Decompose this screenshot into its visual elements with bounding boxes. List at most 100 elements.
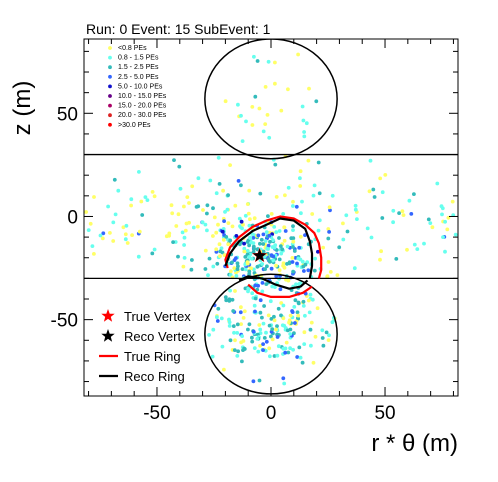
pmt-hit	[294, 282, 298, 287]
pmt-hit	[300, 360, 305, 365]
pmt-hit	[287, 320, 291, 325]
pmt-hit	[320, 336, 325, 340]
pmt-hit	[415, 247, 420, 252]
pmt-hit	[232, 330, 236, 335]
pmt-hit	[341, 237, 346, 242]
pmt-hit	[216, 155, 221, 160]
pmt-hit	[232, 266, 237, 270]
pmt-hit	[291, 236, 296, 241]
pmt-hit	[264, 230, 269, 235]
pmt-hit	[345, 229, 350, 234]
pmt-hit	[439, 204, 444, 209]
pmt-hit	[314, 99, 319, 104]
pmt-hit	[274, 195, 279, 199]
pmt-hit	[310, 212, 315, 216]
pmt-hit	[244, 119, 248, 124]
pmt-hit	[291, 228, 295, 233]
pmt-hit	[241, 339, 246, 343]
pmt-hit	[330, 193, 335, 198]
pmt-hit	[440, 212, 444, 217]
pmt-hit	[303, 233, 307, 238]
pmt-hit	[283, 350, 288, 355]
pmt-hit	[88, 221, 93, 226]
pmt-hit	[101, 231, 106, 236]
pmt-hit	[291, 199, 295, 204]
pmt-hit	[326, 260, 331, 264]
pmt-hit	[231, 309, 236, 313]
pmt-hit	[223, 99, 228, 104]
pmt-hit	[92, 252, 96, 256]
pmt-hit	[269, 334, 273, 339]
pe-legend-label: 10.0 - 15.0 PEs	[118, 93, 167, 100]
pmt-hit	[200, 220, 205, 225]
pmt-hit	[211, 327, 216, 332]
pmt-hit	[253, 309, 257, 314]
pmt-hit	[274, 248, 279, 252]
x-axis-label: r * θ (m)	[371, 430, 458, 457]
pmt-hit	[246, 211, 251, 216]
pmt-hit	[379, 249, 383, 254]
pmt-hit	[222, 367, 226, 372]
pmt-hit	[228, 288, 233, 293]
pmt-hit	[152, 247, 157, 252]
pmt-hit	[123, 237, 128, 242]
pmt-hit	[298, 184, 303, 188]
pmt-hit	[227, 324, 232, 328]
pmt-hit	[287, 260, 292, 265]
pe-legend-label: 1.5 - 2.5 PEs	[118, 64, 159, 71]
pmt-hit	[328, 208, 332, 213]
pmt-hit	[313, 256, 317, 261]
pmt-hit	[443, 219, 447, 224]
pmt-hit	[137, 229, 142, 234]
pmt-hit	[224, 235, 229, 239]
pmt-hit	[301, 304, 306, 308]
chart-title: Run: 0 Event: 15 SubEvent: 1	[86, 21, 271, 37]
pmt-hit	[242, 309, 247, 314]
pmt-hit	[252, 346, 257, 350]
pmt-hit	[219, 246, 224, 251]
pe-legend-marker	[108, 94, 112, 98]
pmt-hit	[291, 204, 295, 208]
pmt-hit	[274, 327, 278, 332]
pmt-hit	[281, 303, 286, 308]
true-ring	[224, 215, 323, 298]
pmt-hit	[302, 342, 307, 346]
pmt-hit	[239, 219, 244, 224]
pmt-hit	[298, 169, 303, 174]
pmt-hit	[252, 216, 257, 221]
pmt-hit	[391, 208, 396, 213]
legend-label: True Ring	[124, 349, 181, 364]
pe-legend-marker	[108, 103, 112, 108]
pmt-hit	[295, 355, 300, 359]
pmt-hit	[296, 52, 300, 57]
pmt-hit	[372, 195, 377, 199]
pmt-hit	[177, 164, 182, 169]
pmt-hit	[293, 321, 297, 325]
pmt-hit	[258, 241, 262, 246]
pmt-hit	[214, 230, 219, 235]
pmt-hit	[279, 301, 284, 305]
pmt-hit	[328, 270, 333, 274]
pmt-hit	[124, 223, 129, 228]
pmt-hit	[275, 335, 280, 339]
reco-ring-cap-segment	[238, 275, 309, 290]
pmt-hit	[286, 87, 290, 92]
pmt-hit	[353, 207, 358, 212]
pmt-hit	[298, 234, 303, 239]
pmt-hit	[391, 220, 395, 225]
pmt-hit	[291, 269, 295, 274]
pe-legend-label: 2.5 - 5.0 PEs	[118, 74, 159, 81]
pmt-hit	[260, 281, 265, 285]
pmt-hit	[266, 59, 271, 64]
pmt-hit	[108, 231, 112, 235]
pmt-hit	[296, 300, 301, 305]
pmt-hit	[98, 233, 103, 238]
pmt-hit	[205, 228, 209, 233]
pmt-hit	[273, 81, 277, 86]
pmt-hit	[255, 59, 260, 63]
pmt-hit	[239, 113, 243, 118]
pmt-hit	[252, 246, 256, 251]
pmt-hit	[344, 213, 349, 218]
pmt-hit	[371, 187, 376, 192]
pmt-hit	[263, 239, 268, 243]
